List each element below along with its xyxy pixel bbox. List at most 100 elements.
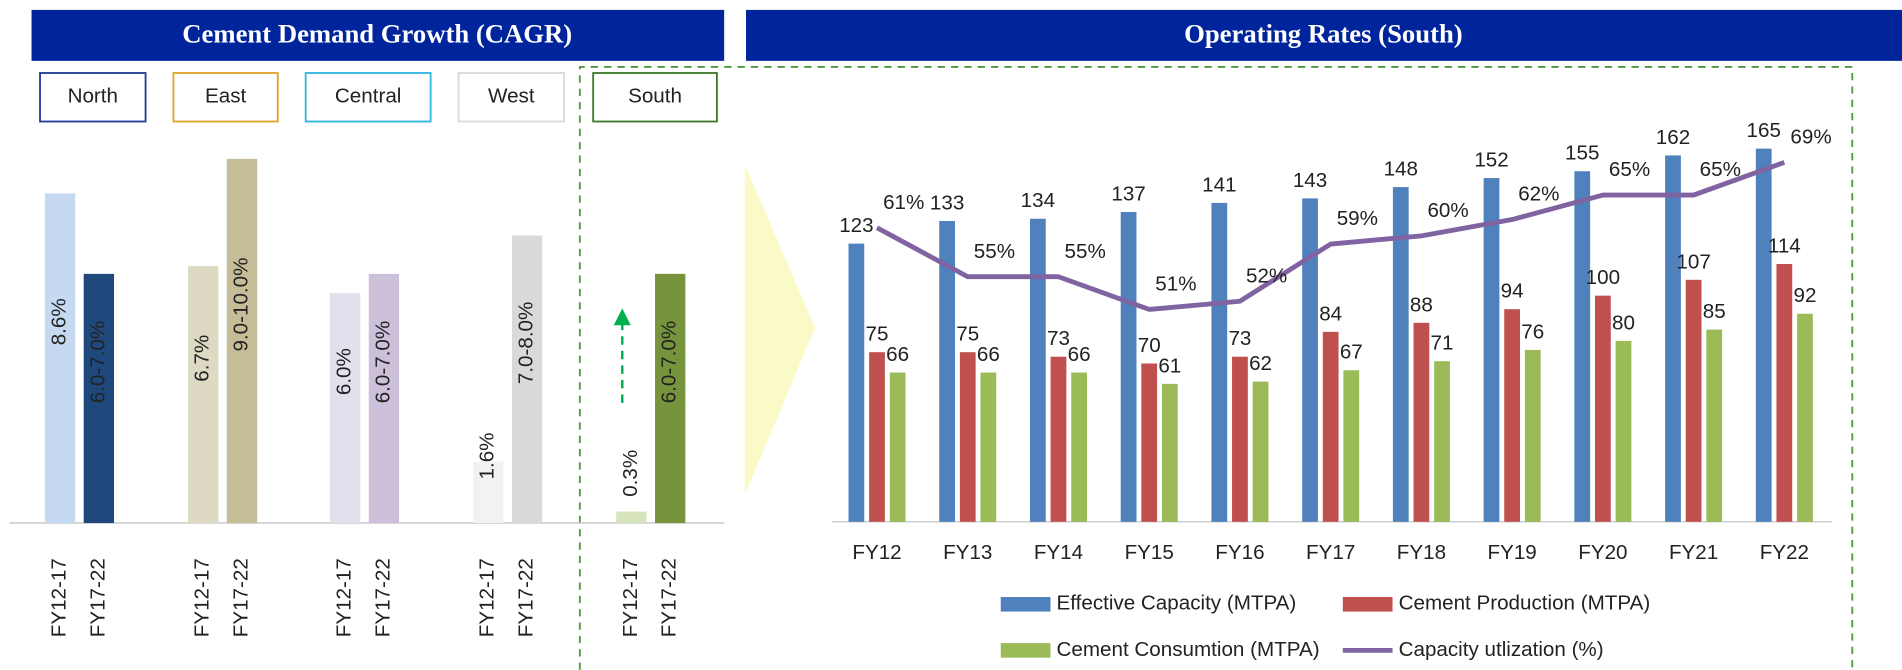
- trend-arrowhead: [613, 308, 631, 326]
- bar: [1120, 211, 1137, 522]
- bar: [1524, 349, 1541, 522]
- bar: [1050, 356, 1067, 522]
- bar: [1615, 340, 1632, 522]
- bar: [1392, 187, 1409, 522]
- bar-label: 133: [930, 191, 964, 214]
- bar: [869, 352, 885, 522]
- bar-label: 134: [1021, 189, 1055, 212]
- x-tick-label: FY15: [1125, 541, 1174, 564]
- bar-label: 152: [1474, 149, 1508, 172]
- x-tick-label: FY12-17: [191, 558, 214, 637]
- x-tick-label: FY17-22: [658, 558, 681, 637]
- bar: [1685, 279, 1702, 522]
- bar: [889, 372, 906, 522]
- bar: [1776, 263, 1793, 522]
- highlight-box: [578, 66, 1854, 670]
- x-tick-label: FY13: [943, 541, 992, 564]
- x-tick-label: FY16: [1215, 541, 1264, 564]
- bar: [1211, 202, 1228, 522]
- bar: [1413, 322, 1430, 522]
- bar: [1483, 178, 1500, 522]
- x-tick-label: FY17-22: [515, 558, 538, 637]
- legend-label: Central: [335, 85, 401, 108]
- legend-label: West: [488, 85, 535, 108]
- bar: [473, 461, 504, 524]
- legend-box: [304, 72, 432, 123]
- x-tick-label: FY12-17: [47, 558, 70, 637]
- bar: [83, 273, 115, 524]
- bar: [329, 293, 361, 524]
- legend-swatch: [1342, 597, 1393, 612]
- bar-label: 80: [1612, 311, 1635, 334]
- bar: [1029, 218, 1046, 522]
- bar-label: 84: [1319, 302, 1342, 325]
- bar-label: 66: [1068, 343, 1091, 366]
- bar-label: 123: [839, 214, 873, 237]
- bar-label: 62: [1249, 352, 1272, 375]
- bar: [655, 273, 686, 524]
- bar: [1232, 356, 1248, 522]
- bar: [1706, 329, 1723, 522]
- x-tick-label: FY12-17: [333, 558, 356, 637]
- bar-label: 0.3%: [619, 450, 642, 497]
- bar-label: 75: [956, 323, 979, 346]
- legend-box: [592, 72, 718, 123]
- line-label: 62%: [1518, 183, 1559, 206]
- bar: [1071, 372, 1087, 522]
- x-tick-label: FY12: [852, 541, 901, 564]
- bar-label: 76: [1521, 320, 1544, 343]
- bar-label: 8.6%: [47, 298, 70, 345]
- chart-title: Cement Demand Growth (CAGR): [182, 19, 572, 49]
- legend-label: Capacity utlization (%): [1399, 638, 1604, 661]
- legend-label: East: [205, 85, 247, 108]
- bar: [959, 352, 976, 522]
- x-tick-label: FY14: [1034, 541, 1083, 564]
- line-label: 61%: [883, 191, 924, 214]
- bar-label: 75: [866, 323, 889, 346]
- bar: [1434, 361, 1450, 522]
- x-tick-label: FY12-17: [476, 558, 499, 637]
- legend-label: Effective Capacity (MTPA): [1057, 592, 1297, 615]
- header-bar: [31, 9, 725, 61]
- bar: [1665, 155, 1681, 522]
- x-tick-label: FY22: [1760, 541, 1809, 564]
- bar-label: 6.0-7.0%: [371, 321, 394, 403]
- chart-title: Operating Rates (South): [1184, 19, 1463, 49]
- bar-label: 114: [1768, 234, 1801, 257]
- bar: [1343, 370, 1360, 522]
- bar-label: 71: [1431, 332, 1454, 355]
- bar: [1252, 381, 1269, 522]
- bar: [1594, 295, 1611, 522]
- legend-swatch: [1000, 643, 1051, 658]
- line-label: 52%: [1246, 264, 1287, 287]
- bar: [939, 221, 956, 522]
- legend-label: Cement Production (MTPA): [1399, 592, 1651, 615]
- bar-label: 100: [1586, 266, 1620, 289]
- bar-label: 6.0-7.0%: [658, 321, 681, 404]
- bar: [1755, 148, 1772, 522]
- bar-label: 107: [1676, 250, 1710, 273]
- line-label: 55%: [1065, 240, 1106, 263]
- line-label: 65%: [1609, 158, 1650, 181]
- bar-label: 61: [1158, 354, 1181, 377]
- legend-label: Cement Consumtion (MTPA): [1057, 638, 1320, 661]
- bar: [1302, 198, 1318, 522]
- bar: [1574, 171, 1591, 522]
- bar-label: 165: [1747, 119, 1781, 142]
- bar-label: 137: [1111, 182, 1145, 205]
- bar-label: 162: [1656, 126, 1690, 149]
- bar: [616, 511, 647, 524]
- bar-label: 155: [1565, 142, 1599, 165]
- line-label: 69%: [1790, 126, 1831, 149]
- bar-label: 6.7%: [191, 335, 214, 382]
- line-label: 55%: [974, 240, 1015, 263]
- x-tick-label: FY17: [1306, 541, 1355, 564]
- legend-label: South: [628, 85, 682, 108]
- bar-label: 6.0%: [333, 348, 356, 395]
- legend-label: North: [68, 85, 118, 108]
- bar-label: 67: [1340, 341, 1363, 364]
- legend-box: [172, 72, 279, 123]
- bar: [1161, 383, 1178, 522]
- bar-label: 7.0-8.0%: [515, 302, 538, 385]
- legend-box: [39, 72, 147, 123]
